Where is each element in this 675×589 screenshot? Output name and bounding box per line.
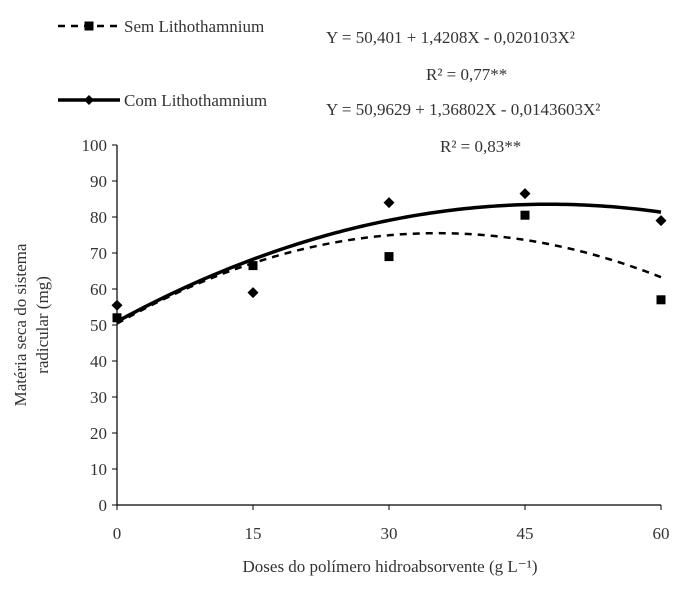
equation-sem: Y = 50,401 + 1,4208X - 0,020103X² — [326, 28, 575, 47]
point-com — [247, 287, 259, 299]
y-tick-label: 70 — [90, 244, 107, 263]
y-tick-label: 30 — [90, 388, 107, 407]
x-axis-title: Doses do polímero hidroabsorvente (g L⁻¹… — [243, 557, 538, 576]
series-curve-0 — [116, 231, 662, 325]
y-ticks: 0 10 20 30 40 50 60 70 80 90 100 — [82, 136, 117, 515]
y-tick-label: 90 — [90, 172, 107, 191]
point-com — [655, 215, 667, 227]
y-axis-title-line2: radicular (mg) — [33, 276, 52, 374]
point-sem — [112, 313, 122, 323]
point-com — [383, 197, 395, 209]
x-tick-label: 60 — [653, 524, 670, 543]
legend: Sem Lithothamnium Com Lithothamnium — [58, 17, 267, 110]
series-curve-1 — [116, 202, 662, 324]
y-tick-label: 10 — [90, 460, 107, 479]
y-axis-title-line1: Matéria seca do sistema — [11, 243, 30, 406]
point-sem — [248, 261, 258, 271]
equation-com: Y = 50,9629 + 1,36802X - 0,0143603X² — [326, 100, 600, 119]
y-tick-label: 0 — [99, 496, 108, 515]
y-tick-label: 20 — [90, 424, 107, 443]
legend-marker-sem — [84, 21, 94, 31]
y-tick-label: 100 — [82, 136, 108, 155]
x-tick-label: 30 — [381, 524, 398, 543]
legend-marker-com — [84, 95, 94, 105]
y-tick-label: 60 — [90, 280, 107, 299]
r2-sem: R² = 0,77** — [426, 65, 507, 84]
point-sem — [384, 252, 394, 262]
legend-label-sem: Sem Lithothamnium — [124, 17, 264, 36]
point-sem — [520, 210, 530, 220]
y-tick-label: 40 — [90, 352, 107, 371]
point-com — [519, 188, 531, 200]
x-tick-label: 45 — [517, 524, 534, 543]
point-sem — [656, 295, 666, 305]
y-tick-label: 80 — [90, 208, 107, 227]
point-com — [111, 299, 123, 311]
series-layer — [111, 188, 667, 325]
x-tick-label: 15 — [245, 524, 262, 543]
equations: Y = 50,401 + 1,4208X - 0,020103X² R² = 0… — [326, 28, 600, 156]
x-tick-label: 0 — [113, 524, 122, 543]
y-axis-title: Matéria seca do sistema radicular (mg) — [11, 243, 52, 406]
y-tick-label: 50 — [90, 316, 107, 335]
legend-label-com: Com Lithothamnium — [124, 91, 267, 110]
r2-com: R² = 0,83** — [440, 137, 521, 156]
x-ticks: 0 15 30 45 60 — [113, 505, 670, 543]
